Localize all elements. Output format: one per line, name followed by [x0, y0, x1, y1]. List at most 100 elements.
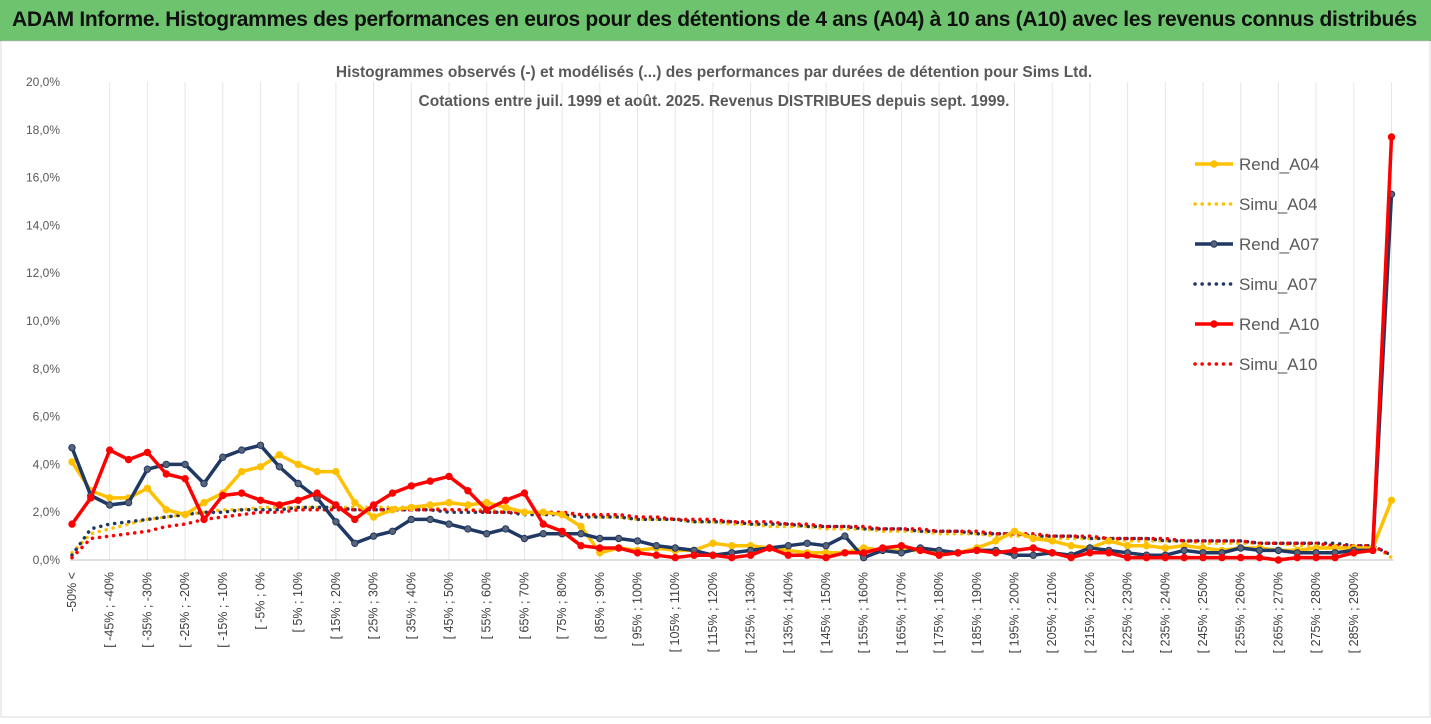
x-tick-label: [ 115% ; 120% — [706, 572, 720, 652]
series-rend-a07-point — [803, 539, 811, 547]
series-rend-a10-point — [954, 549, 962, 557]
x-tick-label: [ 265% ; 270% — [1271, 572, 1285, 653]
series-rend-a10-point — [709, 551, 717, 559]
x-tick-label: [ 55% ; 60% — [480, 572, 494, 639]
series-rend-a04-point — [501, 503, 510, 512]
series-rend-a07-point — [615, 534, 623, 543]
series-rend-a04-point — [992, 537, 1000, 545]
series-rend-a04-point — [294, 460, 302, 469]
series-rend-a04-point — [275, 451, 284, 459]
series-rend-a10-point — [1086, 549, 1094, 557]
series-rend-a10-point — [388, 489, 397, 497]
series-rend-a07-point — [256, 441, 265, 449]
legend-rend-a04-marker — [1210, 160, 1218, 168]
x-tick-label: [ 195% ; 200% — [1008, 572, 1022, 653]
series-rend-a10-point — [1161, 553, 1170, 562]
series-rend-a10-point — [464, 487, 472, 495]
series-rend-a10-point — [558, 527, 566, 535]
x-tick-label: [ 25% ; 30% — [367, 572, 381, 639]
x-tick-label: [ 175% ; 180% — [932, 572, 946, 653]
series-rend-a07-point — [181, 460, 189, 469]
series-rend-a10-point — [124, 455, 133, 464]
series-rend-a04-point — [1010, 527, 1019, 535]
series-rend-a07-point — [483, 530, 491, 538]
series-rend-a10-point — [765, 544, 774, 552]
series-rend-a07-point — [275, 463, 284, 471]
legend-rend-a07-marker — [1210, 240, 1218, 248]
x-tick-label: [ 125% ; 130% — [744, 572, 758, 653]
series-rend-a10-point — [690, 551, 698, 559]
y-tick-label: 12,0% — [26, 266, 60, 280]
legend-simu-a10-label: Simu_A10 — [1239, 355, 1317, 374]
series-rend-a07-point — [426, 515, 434, 524]
series-rend-a07-point — [822, 542, 830, 550]
chart-area: 0,0% 2,0% 4,0% 6,0% 8,0% 10,0% 12,0% 14,0% 16,0%… — [0, 40, 1431, 719]
series-rend-a07-point — [445, 520, 453, 528]
series-rend-a10-point — [1123, 553, 1132, 562]
series-rend-a10-point — [181, 475, 189, 483]
series-rend-a04-point — [1029, 534, 1038, 543]
series-rend-a04-point — [464, 501, 472, 509]
x-tick-label: [ 165% ; 170% — [894, 572, 908, 653]
series-rend-a07-point — [106, 501, 114, 509]
series-rend-a07-point — [1237, 544, 1245, 552]
series-rend-a04-point — [1142, 542, 1151, 550]
y-tick-label: 6,0% — [33, 410, 61, 424]
series-rend-a07-point — [671, 544, 679, 552]
series-rend-a07-point — [501, 525, 510, 533]
series-rend-a07-point — [1029, 551, 1038, 559]
series-rend-a10-point — [897, 542, 906, 550]
series-rend-a10-point — [1142, 553, 1151, 562]
x-tick-label: [ 135% ; 140% — [781, 572, 795, 653]
x-tick-label: [ 85% ; 90% — [593, 572, 607, 639]
series-rend-a10-point — [1293, 553, 1302, 562]
x-tick-label: [ 235% ; 240% — [1158, 572, 1172, 653]
series-rend-a07-point — [388, 527, 397, 535]
series-rend-a10-point — [238, 489, 246, 497]
series-rend-a10-point — [1331, 553, 1339, 562]
x-tick-label: [ 15% ; 20% — [329, 572, 343, 639]
series-rend-a04-point — [1161, 544, 1170, 552]
x-tick-label: [ 155% ; 160% — [857, 572, 871, 653]
series-rend-a10-point — [973, 546, 981, 555]
series-rend-a07-point — [162, 460, 171, 469]
series-rend-a10-point — [1312, 553, 1320, 562]
x-tick-label: [ 215% ; 220% — [1083, 572, 1097, 653]
series-rend-a07-point — [219, 453, 227, 461]
series-rend-a04-point — [520, 508, 529, 516]
series-rend-a04-point — [1048, 537, 1056, 545]
series-rend-a10-point — [1105, 549, 1113, 557]
series-rend-a04-point — [351, 498, 359, 507]
series-rend-a10-point — [426, 477, 434, 485]
series-rend-a04-point — [162, 506, 171, 514]
series-rend-a07-point — [577, 530, 585, 538]
series-rend-a07-point — [464, 525, 472, 533]
series-rend-a04-point — [558, 510, 566, 519]
series-rend-a07-point — [1274, 546, 1283, 555]
series-rend-a10-point — [313, 489, 321, 497]
series-rend-a10-point — [1274, 556, 1283, 564]
series-rend-a10-point — [935, 551, 943, 559]
series-rend-a07-point — [124, 498, 133, 507]
chart-title: Histogrammes observés (-) et modélisés (… — [336, 64, 1092, 81]
series-rend-a10-point — [1237, 553, 1245, 562]
series-rend-a10-point — [992, 549, 1000, 557]
legend-simu-a07-label: Simu_A07 — [1239, 275, 1317, 294]
series-simu-a07-line — [70, 505, 1394, 557]
x-tick-label: [ 275% ; 280% — [1309, 572, 1323, 653]
series-rend-a10-point — [520, 489, 529, 497]
series-rend-a10-point — [407, 482, 415, 490]
x-tick-label: -50% < — [65, 572, 79, 612]
report-title: ADAM Informe. Histogrammes des performan… — [12, 8, 1417, 31]
series-rend-a10-point — [256, 496, 265, 504]
series-rend-a04-point — [200, 498, 208, 507]
legend-rend-a10-label: Rend_A10 — [1239, 315, 1319, 334]
series-rend-a04-point — [426, 501, 434, 509]
series-rend-a07-point — [238, 446, 246, 454]
series-rend-a07-point — [68, 444, 76, 452]
x-tick-label: [ -45% ; -40% — [103, 572, 117, 648]
series-rend-a10-point — [1350, 549, 1358, 557]
y-tick-label: 14,0% — [26, 218, 60, 232]
legend: Rend_A04 Simu_A04 Rend_A07 Simu_A07 Rend_A10… — [1193, 155, 1319, 374]
series-rend-a04-point — [369, 513, 378, 521]
